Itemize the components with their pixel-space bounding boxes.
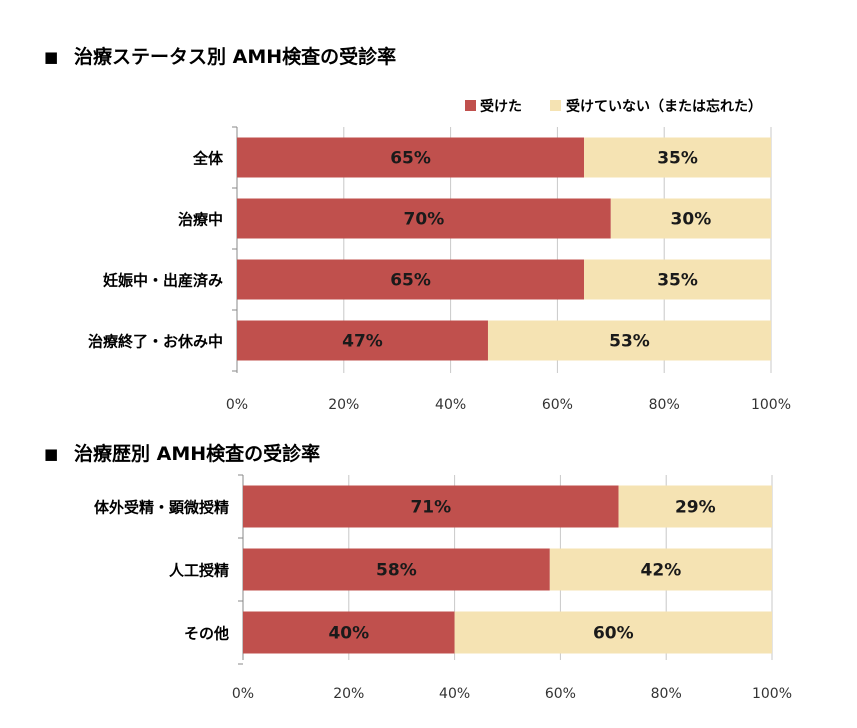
bar-not-received (584, 137, 771, 178)
x-tick-label: 100% (752, 686, 792, 702)
title-bullet-square: ■ (44, 48, 58, 66)
bar-value-label: 42% (641, 561, 682, 581)
x-tick-label: 0% (232, 686, 254, 702)
x-tick-label: 60% (545, 686, 576, 702)
chart2-heading: ■ 治療歴別 AMH検査の受診率 (44, 442, 320, 465)
bar-value-label: 29% (675, 498, 716, 518)
bar-received (243, 485, 619, 528)
bar-not-received (454, 611, 772, 654)
category-label: 全体 (192, 150, 224, 168)
legend-label-received: 受けた (480, 98, 522, 115)
legend-swatch-not-received (550, 100, 561, 111)
bar-value-label: 40% (328, 624, 369, 644)
bar-not-received (584, 259, 771, 300)
chart1-heading: ■ 治療ステータス別 AMH検査の受診率 (44, 45, 396, 68)
chart2-title: 治療歴別 AMH検査の受診率 (74, 442, 320, 465)
bar-value-label: 60% (593, 624, 634, 644)
bar-value-label: 35% (657, 149, 698, 169)
bar-received (243, 611, 455, 654)
bar-received (237, 137, 585, 178)
legend-label-not-received: 受けていない（または忘れた） (566, 98, 762, 115)
bar-received (237, 198, 611, 239)
bar-value-label: 58% (376, 561, 417, 581)
category-label: 妊娠中・出産済み (103, 272, 223, 290)
x-tick-label: 80% (651, 686, 682, 702)
x-tick-label: 60% (542, 397, 573, 413)
bar-value-label: 65% (390, 149, 431, 169)
bar-not-received (549, 548, 772, 591)
bar-value-label: 35% (657, 271, 698, 291)
x-tick-label: 20% (333, 686, 364, 702)
x-tick-label: 0% (226, 397, 248, 413)
x-tick-label: 80% (649, 397, 680, 413)
bar-value-label: 53% (609, 332, 650, 352)
legend-swatch-received (465, 100, 476, 111)
chart1-plot: 全体 65% 35% 治療中 70% 30% 妊娠中・出産済み 65% 35% 治療終了・お休み中… (88, 126, 791, 413)
legend: 受けた 受けていない（または忘れた） (465, 98, 762, 115)
bar-not-received (487, 320, 771, 361)
bar-received (237, 320, 488, 361)
bar-not-received (610, 198, 771, 239)
bar-value-label: 30% (671, 210, 712, 230)
chart2-plot: 体外受精・顕微授精 71% 29% 人工授精 58% 42% その他 40% 60% 0% 20% 4… (94, 474, 792, 702)
title-bullet-square: ■ (44, 445, 58, 463)
chart1-title: 治療ステータス別 AMH検査の受診率 (74, 45, 396, 68)
bar-value-label: 47% (342, 332, 383, 352)
category-label: 体外受精・顕微授精 (94, 499, 229, 517)
x-tick-label: 40% (439, 686, 470, 702)
bar-received (243, 548, 550, 591)
bar-value-label: 65% (390, 271, 431, 291)
x-tick-label: 40% (435, 397, 466, 413)
x-tick-label: 100% (751, 397, 791, 413)
bar-value-label: 70% (404, 210, 445, 230)
x-tick-label: 20% (328, 397, 359, 413)
bar-value-label: 71% (410, 498, 451, 518)
category-label: 人工授精 (169, 562, 229, 580)
category-label: その他 (184, 625, 229, 643)
category-label: 治療中 (178, 211, 223, 229)
bar-received (237, 259, 585, 300)
category-label: 治療終了・お休み中 (88, 333, 223, 351)
bar-not-received (618, 485, 772, 528)
